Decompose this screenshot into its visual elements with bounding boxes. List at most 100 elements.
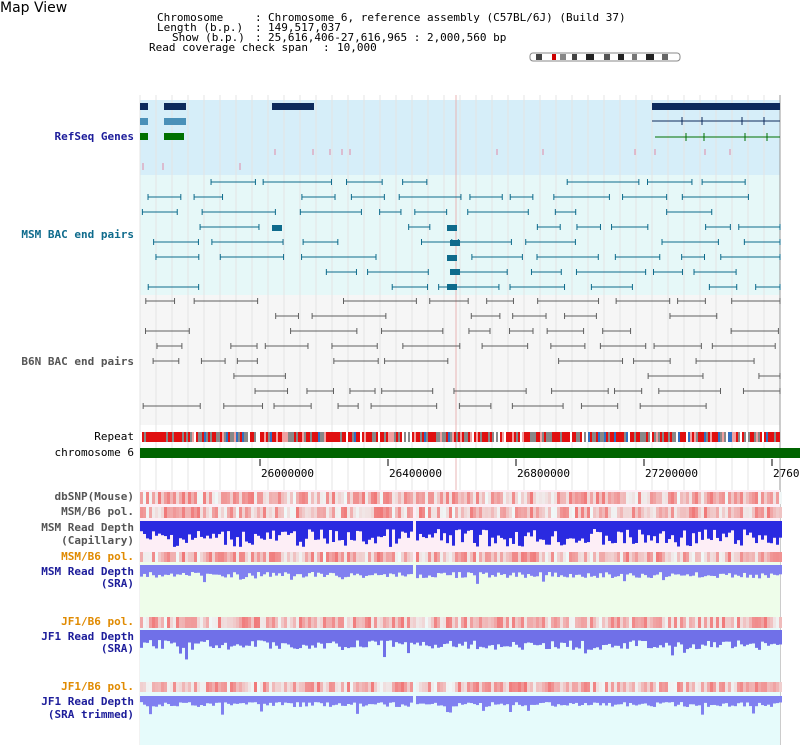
depth-bar [185, 696, 188, 703]
heat-cell [626, 507, 629, 518]
jf1-read-depth-label[interactable]: JF1 Read Depth [41, 630, 134, 643]
heat-cell [323, 617, 326, 628]
heat-cell [281, 617, 284, 628]
heat-cell [374, 617, 377, 628]
repeat-mark [206, 432, 208, 442]
heat-cell [617, 492, 620, 504]
msm-bac-end-pairs-label[interactable]: MSM BAC end pairs [21, 228, 134, 241]
heat-cell [725, 682, 728, 692]
repeat-mark [414, 432, 416, 442]
heat-cell [482, 507, 485, 518]
length-value: 149,517,037 [268, 21, 341, 34]
depth-bar [578, 630, 581, 649]
depth-bar [581, 630, 584, 641]
jf1-b6-pol-label-1[interactable]: JF1/B6 pol. [61, 615, 134, 628]
depth-bar [482, 521, 485, 530]
depth-bar [692, 565, 695, 576]
heat-cell [236, 617, 239, 628]
depth-bar [293, 521, 296, 532]
depth-bar [314, 565, 317, 577]
depth-bar [638, 696, 641, 705]
heat-cell [746, 507, 749, 518]
ideogram-band [632, 54, 637, 60]
depth-bar [605, 565, 608, 573]
depth-bar [656, 630, 659, 648]
heat-cell [194, 492, 197, 504]
depth-bar [527, 630, 530, 643]
msm-b6-pol-label-1[interactable]: MSM/B6 pol. [61, 505, 134, 518]
heat-cell [176, 492, 179, 504]
depth-bar [392, 565, 395, 575]
repeat-mark [248, 432, 250, 442]
heat-cell [662, 507, 665, 518]
heat-cell [644, 682, 647, 692]
depth-bar [443, 630, 446, 645]
heat-cell [335, 552, 338, 562]
depth-bar [680, 521, 683, 538]
refseq-genes-label[interactable]: RefSeq Genes [54, 130, 134, 143]
depth-bar [656, 521, 659, 544]
heat-cell [698, 682, 701, 692]
heat-cell [461, 492, 464, 504]
depth-bar [740, 696, 743, 703]
msm-read-depth-sra-label[interactable]: MSM Read Depth [41, 565, 134, 578]
depth-bar [362, 565, 365, 578]
depth-bar [359, 696, 362, 704]
heat-cell [239, 492, 242, 504]
msm-b6-pol-label-2[interactable]: MSM/B6 pol. [61, 550, 134, 563]
heat-cell [422, 507, 425, 518]
heat-cell [779, 552, 782, 562]
heat-cell [611, 507, 614, 518]
heat-cell [707, 507, 710, 518]
repeat-mark [460, 432, 462, 442]
heat-cell [272, 492, 275, 504]
repeat-mark [736, 432, 738, 442]
heat-cell [260, 492, 263, 504]
depth-bar [245, 696, 248, 705]
heat-cell [773, 492, 776, 504]
depth-bar [407, 696, 410, 707]
depth-bar [749, 565, 752, 575]
heat-cell [275, 507, 278, 518]
depth-bar [626, 565, 629, 575]
heat-cell [521, 492, 524, 504]
depth-bar [524, 521, 527, 537]
depth-bar [707, 565, 710, 576]
depth-bar [590, 630, 593, 650]
b6n-bac-end-pairs-label[interactable]: B6N BAC end pairs [21, 355, 134, 368]
depth-bar [677, 521, 680, 547]
heat-cell [707, 682, 710, 692]
depth-bar [440, 565, 443, 574]
repeat-mark [200, 432, 202, 442]
heat-cell [293, 682, 296, 692]
depth-bar [614, 696, 617, 705]
msm-read-depth-capillary-label[interactable]: MSM Read Depth [41, 521, 134, 534]
depth-bar [146, 696, 149, 707]
depth-bar [545, 521, 548, 545]
repeat-mark [524, 432, 526, 442]
heat-cell [212, 552, 215, 562]
repeat-mark [488, 432, 490, 442]
depth-bar [629, 630, 632, 642]
depth-bar [152, 521, 155, 532]
heat-cell [437, 617, 440, 628]
repeat-mark [180, 432, 182, 442]
heat-cell [704, 507, 707, 518]
depth-bar [662, 696, 665, 703]
dbsnp-label[interactable]: dbSNP(Mouse) [54, 490, 134, 503]
depth-bar [311, 696, 314, 706]
heat-cell [404, 682, 407, 692]
heat-cell [326, 552, 329, 562]
heat-cell [224, 617, 227, 628]
heat-cell [320, 682, 323, 692]
jf1-read-depth-trimmed-label[interactable]: JF1 Read Depth [41, 695, 134, 708]
heat-cell [335, 492, 338, 504]
repeat-mark [436, 432, 438, 442]
depth-bar [773, 696, 776, 704]
jf1-b6-pol-label-2[interactable]: JF1/B6 pol. [61, 680, 134, 693]
heat-cell [278, 507, 281, 518]
heat-cell [263, 552, 266, 562]
heat-cell [773, 507, 776, 518]
repeat-mark [344, 432, 346, 442]
depth-bar [554, 521, 557, 532]
